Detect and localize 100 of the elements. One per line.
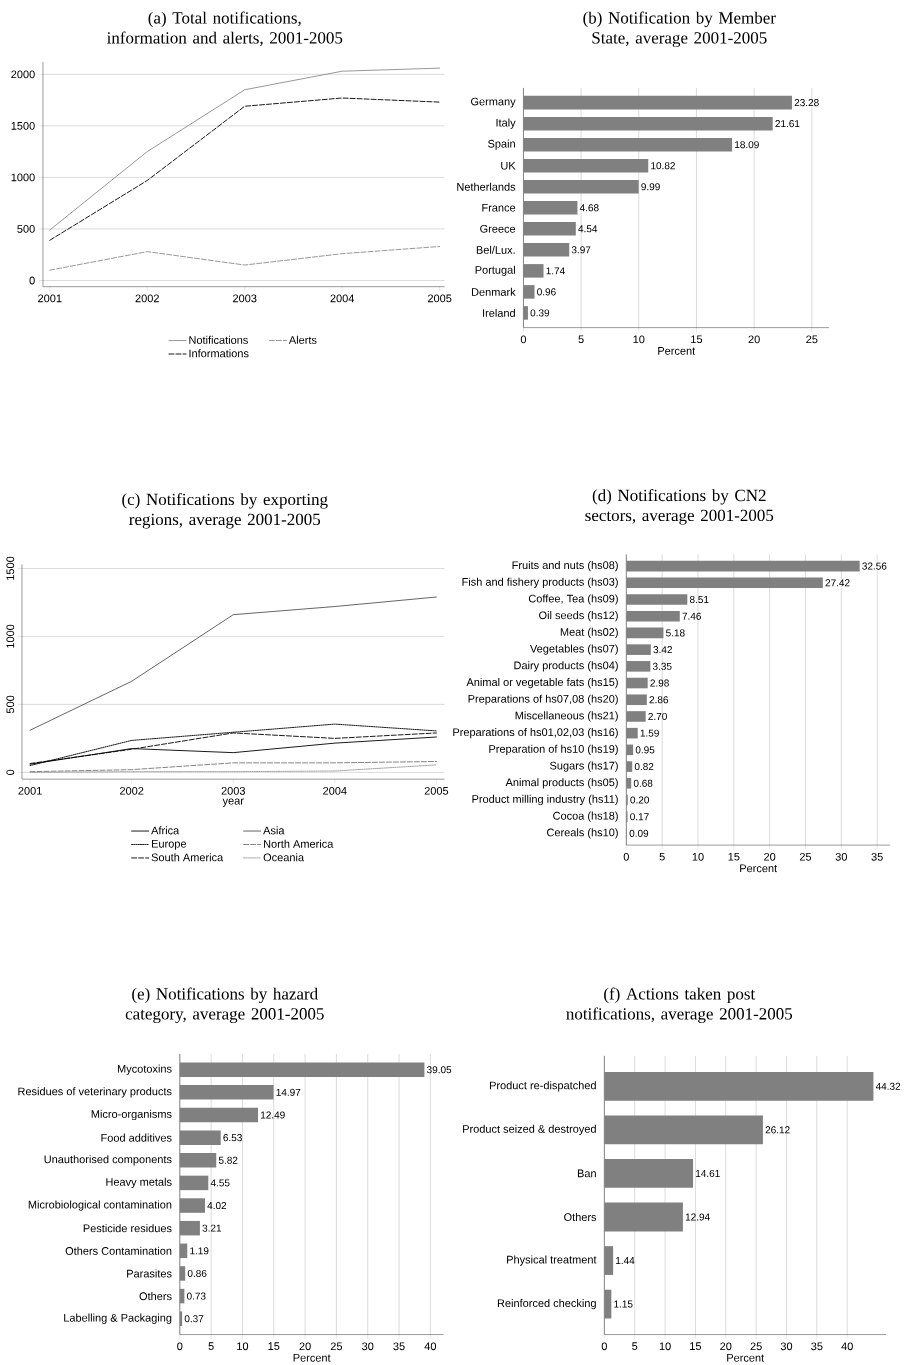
data-label: 0.95 <box>635 746 655 754</box>
y-tick-label: Product seized & destroyed <box>463 1124 596 1136</box>
data-label: 0.17 <box>630 813 649 821</box>
y-tick-label: Others Contamination <box>65 1246 172 1255</box>
x-tick-label: 40 <box>424 1342 437 1351</box>
x-tick-label: 0 <box>601 1342 607 1351</box>
x-axis-title: Percent <box>740 864 778 873</box>
x-tick-label: 5 <box>632 1342 638 1351</box>
data-label: 6.53 <box>223 1134 242 1142</box>
y-tick-label: Animal products (hs05) <box>505 778 618 789</box>
data-label: 2.98 <box>650 679 669 687</box>
x-tick-label: 2004 <box>330 294 355 303</box>
data-label: 39.05 <box>426 1066 452 1074</box>
x-tick-label: 35 <box>393 1342 405 1351</box>
y-tick-label: Vegetables (hs07) <box>529 644 618 655</box>
x-axis-title: Percent <box>727 1354 765 1362</box>
data-label: 0.82 <box>634 763 654 771</box>
data-label: 0.37 <box>184 1315 204 1323</box>
x-tick-label: 2003 <box>221 786 245 795</box>
x-tick-label: 2005 <box>427 294 452 303</box>
y-tick-label: Product milling industry (hs11) <box>472 794 618 806</box>
y-tick-label: Labelling & Packaging <box>64 1313 172 1324</box>
x-tick-label: 35 <box>811 1342 823 1351</box>
y-tick-label: UK <box>501 161 516 170</box>
y-tick-label: Oil seeds (hs12) <box>539 611 618 622</box>
y-tick-label: Cocoa (hs18) <box>553 811 618 822</box>
data-label: 1.15 <box>614 1300 633 1308</box>
data-label: 12.49 <box>261 1111 285 1119</box>
data-label: 2.86 <box>649 696 669 704</box>
chart-title: (d) Notifications by CN2 sectors, average 2001-2005 <box>585 489 774 525</box>
data-label: 10.82 <box>651 162 675 170</box>
x-axis-title: Percent <box>658 347 696 355</box>
y-tick-label: Meat (hs02) <box>560 627 618 639</box>
y-tick-label: 1000 <box>6 624 15 648</box>
y-tick-label: Others <box>139 1292 172 1301</box>
data-label: 0.20 <box>630 796 649 804</box>
x-axis-title: year <box>222 798 244 807</box>
y-tick-label: Reinforced checking <box>497 1298 596 1310</box>
y-tick-label: 0 <box>29 276 35 285</box>
data-label: 4.02 <box>207 1202 227 1210</box>
data-label: 2.70 <box>648 712 667 720</box>
x-tick-label: 2001 <box>18 786 42 795</box>
y-tick-label: Preparation of hs10 (hs19) <box>489 744 618 755</box>
x-tick-label: 2002 <box>119 786 144 795</box>
x-tick-label: 5 <box>208 1342 214 1351</box>
y-tick-label: Unauthorised components <box>44 1155 172 1166</box>
y-tick-label: Microbiological contamination <box>28 1200 172 1211</box>
data-label: 12.94 <box>685 1213 710 1221</box>
x-tick-label: 20 <box>720 1342 732 1351</box>
y-tick-label: Residues of veterinary products <box>18 1087 172 1098</box>
y-tick-label: Portugal <box>475 265 515 276</box>
data-label: 5.18 <box>666 629 685 637</box>
y-tick-label: Denmark <box>471 287 516 296</box>
data-label: 0.73 <box>186 1292 206 1300</box>
data-label: 44.32 <box>875 1082 901 1090</box>
legend-label: Europe <box>152 839 187 850</box>
y-tick-label: Miscellaneous (hs21) <box>515 711 618 722</box>
y-tick-label: Coffee, Tea (hs09) <box>528 594 618 605</box>
data-label: 21.61 <box>775 120 800 128</box>
data-label: 0.39 <box>530 309 550 317</box>
x-tick-label: 40 <box>841 1342 853 1351</box>
y-tick-label: Preparations of hs01,02,03 (hs16) <box>453 728 618 739</box>
data-label: 4.55 <box>210 1179 230 1187</box>
y-tick-label: Preparations of hs07,08 (hs20) <box>468 694 618 705</box>
data-label: 4.54 <box>578 225 598 233</box>
data-label: 18.09 <box>735 141 759 149</box>
y-tick-label: Dairy products (hs04) <box>514 661 618 672</box>
y-tick-label: 1000 <box>11 173 35 182</box>
y-tick-label: Mycotoxins <box>117 1064 172 1075</box>
y-tick-label: Parasites <box>127 1269 172 1278</box>
y-tick-label: 1500 <box>6 556 15 580</box>
data-label: 1.19 <box>190 1247 209 1255</box>
y-tick-label: Italy <box>496 118 516 129</box>
data-label: 8.51 <box>689 595 709 604</box>
y-tick-label: 500 <box>17 225 35 233</box>
x-tick-label: 10 <box>237 1342 249 1351</box>
y-tick-label: Others <box>564 1212 597 1222</box>
x-tick-label: 30 <box>835 852 847 861</box>
data-label: 0.86 <box>187 1269 207 1277</box>
data-label: 23.28 <box>794 99 819 107</box>
x-tick-label: 25 <box>806 335 818 344</box>
legend-label: Africa <box>151 826 180 835</box>
x-tick-label: 15 <box>691 335 703 344</box>
x-tick-label: 25 <box>799 852 812 861</box>
x-tick-label: 2002 <box>135 294 159 303</box>
x-tick-label: 30 <box>362 1342 374 1351</box>
y-tick-label: Bel/Lux. <box>476 245 515 254</box>
legend-label: South America <box>151 853 224 862</box>
data-label: 1.44 <box>616 1257 635 1264</box>
data-label: 3.35 <box>652 662 672 670</box>
y-tick-label: Netherlands <box>457 182 516 191</box>
y-tick-label: Ban <box>577 1169 596 1178</box>
chart-title: (f) Actions taken post notifications, average 2001-2005 <box>566 987 793 1024</box>
data-label: 1.59 <box>640 729 659 737</box>
x-tick-label: 15 <box>690 1342 702 1351</box>
y-tick-label: 0 <box>6 769 15 775</box>
x-tick-label: 10 <box>692 852 704 861</box>
y-tick-label: Animal or vegetable fats (hs15) <box>466 677 618 689</box>
y-tick-label: Food additives <box>101 1133 172 1142</box>
x-tick-label: 15 <box>728 852 740 861</box>
